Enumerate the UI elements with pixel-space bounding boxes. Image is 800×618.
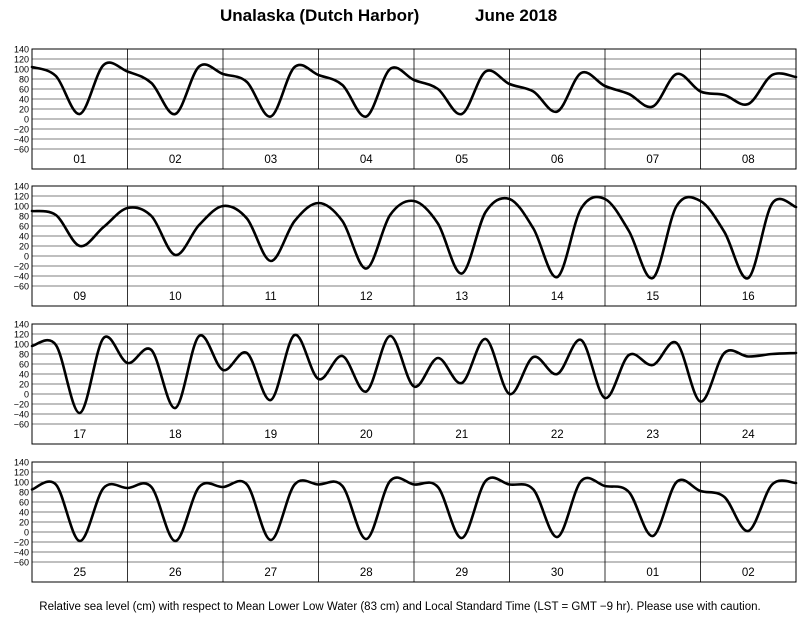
y-tick-label: 120 <box>14 329 29 339</box>
y-tick-label: 100 <box>14 477 29 487</box>
day-label: 22 <box>551 429 564 441</box>
day-label: 19 <box>264 429 277 441</box>
y-tick-label: −20 <box>14 261 29 271</box>
y-tick-label: −60 <box>14 419 29 429</box>
y-tick-label: 100 <box>14 339 29 349</box>
y-tick-label: 20 <box>19 241 29 251</box>
y-tick-label: 100 <box>14 201 29 211</box>
y-tick-label: −20 <box>14 399 29 409</box>
y-tick-label: 0 <box>24 389 29 399</box>
y-tick-label: 60 <box>19 359 29 369</box>
day-label: 11 <box>265 291 277 303</box>
y-tick-label: 80 <box>19 74 29 84</box>
y-tick-label: 80 <box>19 349 29 359</box>
y-tick-label: 120 <box>14 467 29 477</box>
y-tick-label: −60 <box>14 281 29 291</box>
y-tick-label: 60 <box>19 84 29 94</box>
chart-title-location: Unalaska (Dutch Harbor) <box>220 6 420 25</box>
y-tick-label: 0 <box>24 114 29 124</box>
day-label: 12 <box>360 291 373 303</box>
y-tick-label: 120 <box>14 54 29 64</box>
tide-curve <box>30 195 798 280</box>
y-tick-label: 60 <box>19 221 29 231</box>
day-label: 20 <box>360 429 373 441</box>
day-label: 13 <box>455 291 468 303</box>
day-label: 23 <box>646 429 659 441</box>
day-label: 05 <box>455 154 468 166</box>
footnote: Relative sea level (cm) with respect to … <box>39 601 761 613</box>
day-label: 18 <box>169 429 182 441</box>
y-tick-label: 80 <box>19 487 29 497</box>
panel-frame <box>31 48 797 170</box>
y-tick-label: 20 <box>19 517 29 527</box>
day-label: 14 <box>551 291 564 303</box>
day-label: 26 <box>169 567 182 579</box>
day-label: 01 <box>646 567 659 579</box>
day-label: 15 <box>646 291 659 303</box>
day-label: 01 <box>73 154 86 166</box>
panel-frame <box>31 323 797 445</box>
day-label: 17 <box>73 429 86 441</box>
day-label: 30 <box>551 567 564 579</box>
day-label: 29 <box>455 567 468 579</box>
y-tick-label: 40 <box>19 231 29 241</box>
tide-curve <box>30 61 798 118</box>
day-label: 06 <box>551 154 564 166</box>
y-tick-label: 140 <box>14 319 29 329</box>
day-label: 02 <box>742 567 755 579</box>
y-tick-label: 60 <box>19 497 29 507</box>
y-tick-label: 20 <box>19 104 29 114</box>
day-label: 04 <box>360 154 373 166</box>
y-tick-label: 20 <box>19 379 29 389</box>
tide-curve <box>30 476 798 543</box>
y-tick-label: 40 <box>19 94 29 104</box>
y-tick-label: −20 <box>14 124 29 134</box>
y-tick-label: 140 <box>14 44 29 54</box>
y-tick-label: 0 <box>24 251 29 261</box>
y-tick-label: −20 <box>14 537 29 547</box>
day-label: 09 <box>73 291 86 303</box>
day-label: 08 <box>742 154 755 166</box>
day-label: 21 <box>455 429 468 441</box>
day-label: 16 <box>742 291 755 303</box>
day-label: 03 <box>264 154 277 166</box>
y-tick-label: −60 <box>14 557 29 567</box>
y-tick-label: 120 <box>14 191 29 201</box>
y-tick-label: 40 <box>19 369 29 379</box>
y-tick-label: 80 <box>19 211 29 221</box>
y-tick-label: −40 <box>14 547 29 557</box>
day-label: 27 <box>264 567 277 579</box>
day-label: 10 <box>169 291 182 303</box>
y-tick-label: 40 <box>19 507 29 517</box>
tide-curve <box>30 333 798 415</box>
y-tick-label: −40 <box>14 271 29 281</box>
y-tick-label: 100 <box>14 64 29 74</box>
day-label: 25 <box>73 567 86 579</box>
day-label: 28 <box>360 567 373 579</box>
y-tick-label: −60 <box>14 144 29 154</box>
y-tick-label: 140 <box>14 457 29 467</box>
y-tick-label: 140 <box>14 181 29 191</box>
day-label: 07 <box>646 154 659 166</box>
day-label: 24 <box>742 429 755 441</box>
y-tick-label: −40 <box>14 134 29 144</box>
y-tick-label: −40 <box>14 409 29 419</box>
panel-frame <box>31 185 797 307</box>
y-tick-label: 0 <box>24 527 29 537</box>
panel-frame <box>31 461 797 583</box>
day-label: 02 <box>169 154 182 166</box>
chart-title-month-year: June 2018 <box>475 6 558 25</box>
